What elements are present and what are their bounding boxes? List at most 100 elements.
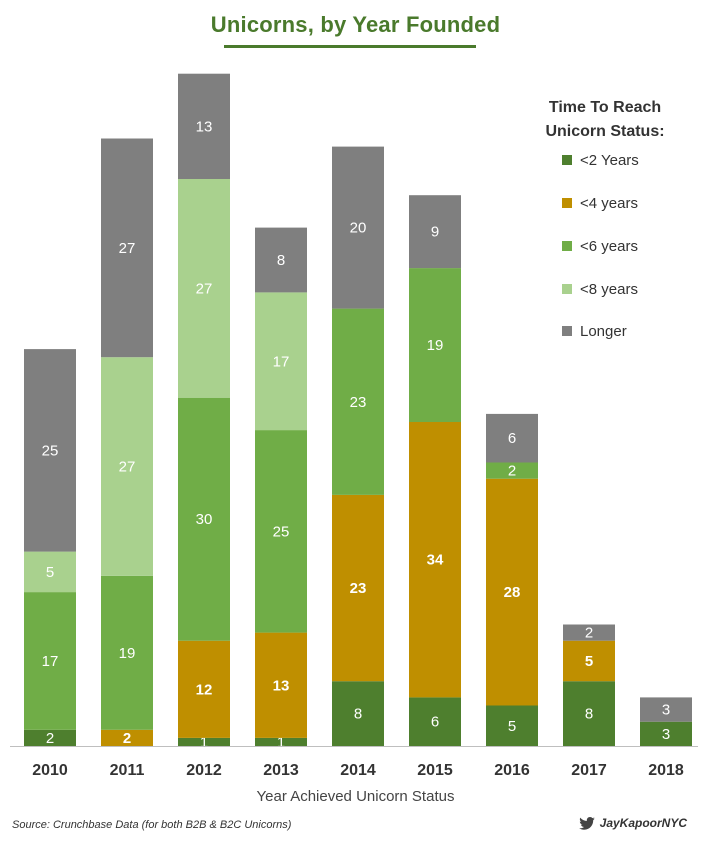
data-label: 6 [431,714,439,731]
bar-segment [409,195,461,269]
data-label: 12 [196,681,213,698]
legend-swatch [562,326,572,336]
data-label: 27 [119,459,136,476]
bar-segment [24,551,76,593]
x-tick-label: 2014 [340,762,376,779]
data-label: 2 [508,463,516,480]
legend-label: <8 years [580,280,638,298]
data-label: 8 [354,706,362,723]
data-label: 3 [662,726,670,743]
bar-segment [101,729,153,746]
x-axis-label: Year Achieved Unicorn Status [256,788,455,805]
bar-segment [332,681,384,746]
legend-item-longer: Longer [562,321,627,341]
bar-segment [486,462,538,479]
bar-segment [178,737,230,746]
data-label: 23 [350,580,367,597]
data-label: 17 [273,353,290,370]
bar-segment [255,737,307,746]
bar-segment [486,705,538,746]
data-label: 28 [504,584,521,601]
legend-title-line2: Unicorn Status: [545,123,665,140]
twitter-bird-icon [578,816,595,830]
legend-title-line1: Time To Reach [548,99,662,116]
bar-segment [640,697,692,722]
data-label: 34 [427,552,444,569]
data-label: 23 [350,394,367,411]
bar-segment [255,227,307,293]
bar-segment [332,308,384,495]
bar-segment [486,478,538,706]
legend-item-lt8: <8 years [562,279,638,299]
legend-swatch [562,155,572,165]
x-tick-label: 2011 [110,762,145,779]
x-tick-label: 2018 [648,762,684,779]
chart-title: Unicorns, by Year Founded [210,12,501,37]
bar-segment [409,268,461,422]
data-label: 13 [196,118,213,135]
legend-label: Longer [580,322,627,340]
bar-segment [178,397,230,641]
data-label: 13 [273,677,290,694]
bar-segment [255,632,307,738]
data-label: 3 [662,702,670,719]
bar-segment [101,575,153,730]
bar-segment [640,721,692,746]
bar-segment [332,494,384,682]
source-note: Source: Crunchbase Data (for both B2B & … [12,819,292,831]
legend-item-lt2: <2 Years [562,150,639,170]
bars-group: 2175252192727112302713113251788232320634… [24,73,692,751]
bar-segment [101,357,153,576]
legend-swatch [562,284,572,294]
bar-segment [486,413,538,463]
bar-segment [255,292,307,431]
data-label: 1 [200,734,208,751]
data-label: 2 [46,730,54,747]
data-label: 27 [196,280,213,297]
x-tick-label: 2012 [186,762,222,779]
legend-swatch [562,198,572,208]
data-label: 2 [123,730,131,747]
x-tick-label: 2017 [571,762,607,779]
twitter-handle[interactable]: JayKapoorNYC [578,816,687,830]
data-label: 5 [46,564,54,581]
data-label: 8 [277,252,285,269]
bar-segment [24,349,76,552]
bar-segment [563,624,615,641]
bar-segment [563,681,615,746]
x-tick-label: 2016 [494,762,530,779]
data-label: 19 [427,337,444,354]
legend-item-lt4: <4 years [562,193,638,213]
bar-segment [409,697,461,746]
data-label: 20 [350,220,367,237]
bar-segment [101,138,153,358]
data-label: 19 [119,645,136,662]
bar-segment [24,729,76,746]
bar-segment [178,640,230,738]
legend-label: <2 Years [580,151,639,169]
data-label: 25 [42,442,59,459]
data-label: 2 [585,625,593,642]
bar-segment [24,592,76,730]
x-tick-label: 2013 [263,762,299,779]
data-label: 5 [585,653,593,670]
bar-segment [332,146,384,309]
handle-text: JayKapoorNYC [599,816,687,830]
data-label: 8 [585,706,593,723]
data-label: 25 [273,523,290,540]
bar-segment [178,73,230,179]
data-label: 30 [196,511,213,528]
bar-segment [563,640,615,682]
x-tick-labels: 2010 2011 2012 2013 2014 2015 2016 2017 2018 [32,762,684,779]
x-tick-label: 2015 [417,762,453,779]
title-underline [224,45,476,48]
legend-label: <6 years [580,237,638,255]
bar-segment [409,422,461,698]
data-label: 17 [42,653,59,670]
legend-swatch [562,241,572,251]
bar-segment [255,430,307,633]
data-label: 6 [508,430,516,447]
data-label: 9 [431,224,439,241]
bar-segment [178,179,230,398]
